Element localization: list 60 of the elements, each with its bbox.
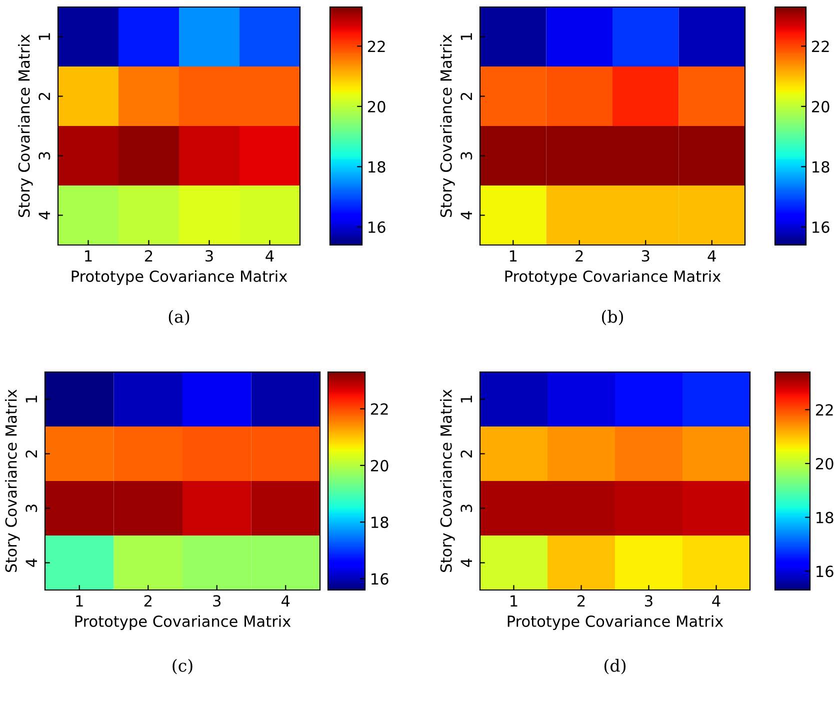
color-bar-label: 22 (816, 404, 833, 416)
color-bar-label: 16 (812, 221, 830, 233)
color-bar-label: 22 (370, 403, 388, 415)
x-axis-title: Prototype Covariance Matrix (505, 270, 721, 285)
x-tick-label: 4 (266, 250, 274, 262)
color-bar-label: 16 (816, 566, 834, 578)
x-tick-label: 3 (642, 250, 650, 262)
y-tick-label: 4 (26, 558, 37, 567)
y-tick-label: 1 (38, 33, 50, 40)
y-tick-label: 3 (38, 152, 50, 160)
y-tick-label: 4 (460, 211, 472, 220)
color-bar-label: 20 (370, 460, 388, 472)
color-bar-label: 18 (812, 161, 830, 173)
x-tick-label: 1 (85, 250, 92, 262)
x-tick-label: 2 (144, 595, 152, 606)
x-tick-label: 3 (645, 595, 652, 607)
text: (b) (602, 310, 624, 326)
y-tick-label: 2 (460, 450, 472, 458)
y-tick-label: 1 (460, 396, 472, 402)
y-tick-label: 2 (460, 92, 472, 100)
x-tick-label: 4 (282, 595, 290, 606)
y-tick-label: 2 (26, 450, 37, 458)
x-tick-label: 3 (213, 595, 221, 607)
x-tick-label: 2 (576, 250, 583, 262)
y-axis-title: Story Covariance Matrix (18, 34, 33, 217)
y-tick-label: 1 (26, 396, 37, 402)
y-tick-label: 4 (460, 558, 472, 567)
y-tick-label: 3 (26, 504, 38, 512)
x-tick-label: 2 (578, 595, 585, 606)
x-axis-title: Prototype Covariance Matrix (508, 615, 724, 630)
y-axis-title: Story Covariance Matrix (5, 390, 20, 572)
x-tick-label: 1 (510, 250, 517, 262)
y-tick-label: 3 (460, 504, 472, 512)
y-tick-label: 4 (38, 211, 50, 220)
x-axis-title: Prototype Covariance Matrix (75, 615, 291, 630)
y-axis-title: Story Covariance Matrix (440, 34, 455, 217)
y-tick-label: 3 (460, 152, 472, 160)
x-tick-label: 1 (510, 595, 518, 606)
text: (a) (168, 310, 190, 326)
y-axis-title: Story Covariance Matrix (440, 390, 455, 572)
color-bar-label: 16 (372, 573, 388, 585)
color-bar-label: 20 (368, 100, 386, 112)
x-tick-label: 4 (712, 595, 720, 606)
text: (c) (172, 658, 192, 674)
color-bar-label: 18 (372, 516, 388, 528)
x-tick-label: 1 (76, 595, 83, 606)
y-tick-label: 2 (38, 92, 50, 100)
color-bar-label: 22 (368, 40, 385, 52)
color-bar-label: 20 (816, 458, 834, 470)
color-bar-label: 18 (368, 161, 386, 173)
color-bar-label: 22 (812, 40, 829, 52)
color-bar-label: 20 (812, 100, 830, 112)
y-tick-label: 1 (460, 33, 472, 40)
x-tick-label: 3 (206, 250, 213, 262)
color-bar-label: 18 (816, 512, 834, 524)
x-tick-label: 2 (145, 250, 152, 262)
x-tick-label: 4 (708, 250, 716, 262)
color-bar-label: 16 (368, 221, 386, 233)
x-axis-title: Prototype Covariance Matrix (72, 270, 288, 285)
text: (d) (604, 658, 626, 674)
